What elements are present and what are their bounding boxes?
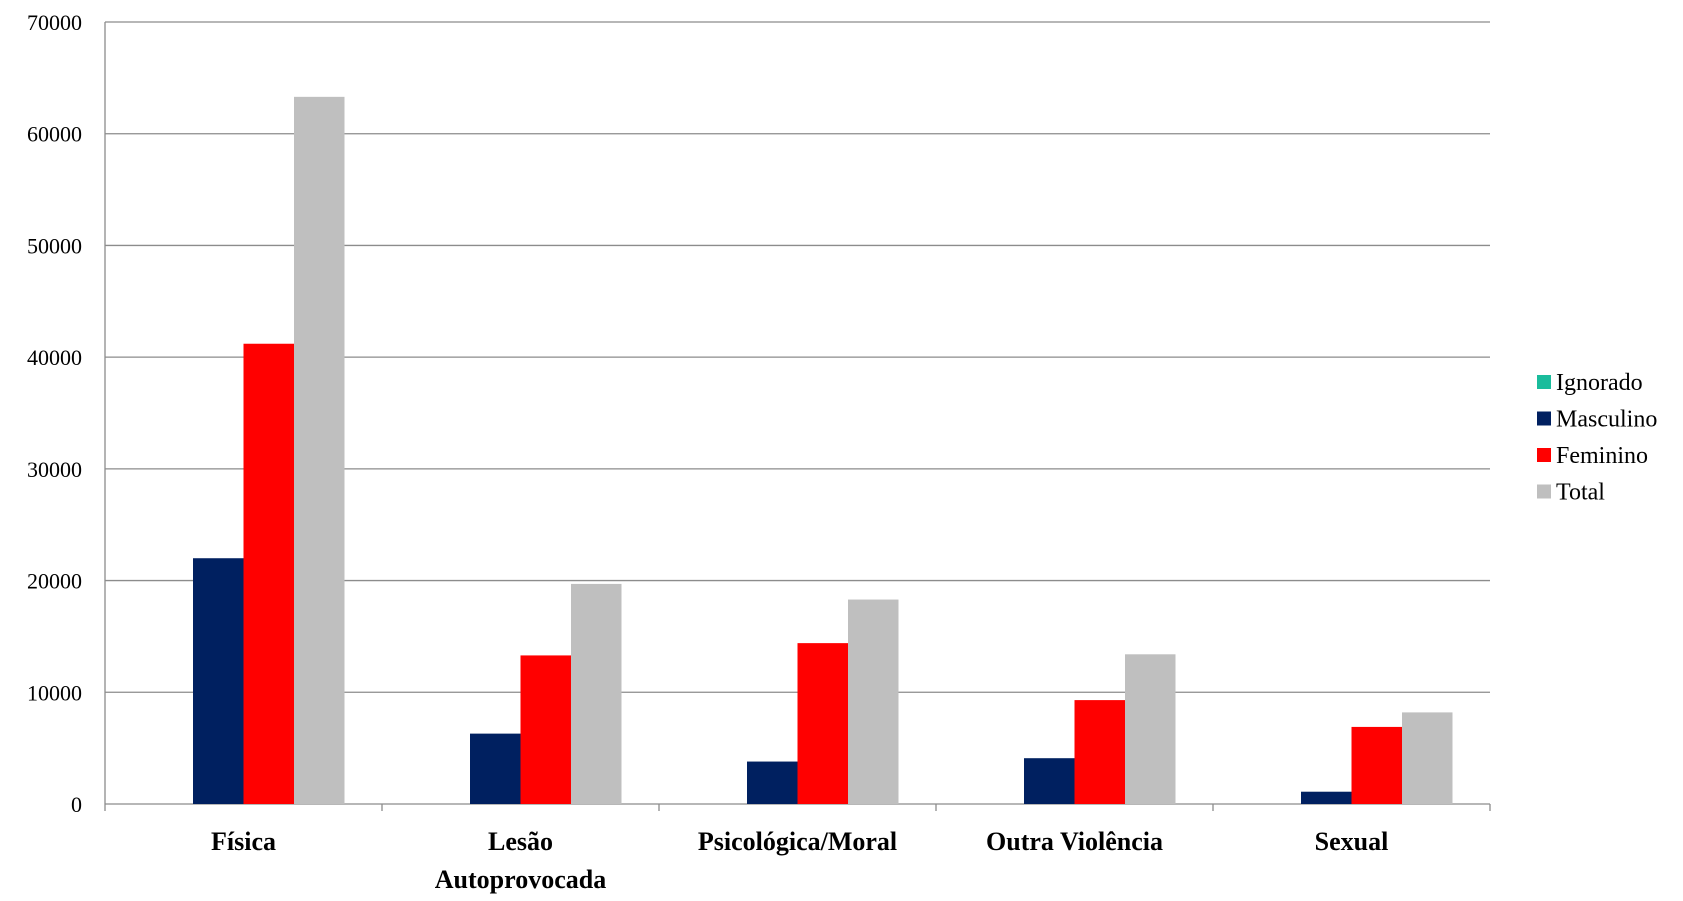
x-tick-label: Outra Violência [986,827,1163,856]
legend-label-ignorado: Ignorado [1556,370,1643,396]
y-tick-label: 0 [71,792,82,817]
bar-feminino-3 [1074,700,1125,804]
bar-feminino-1 [520,655,571,804]
y-tick-label: 40000 [27,345,82,370]
bar-feminino-2 [797,643,848,804]
legend-label-total: Total [1556,480,1605,506]
bar-masculino-1 [470,733,521,804]
bar-total-1 [571,583,622,804]
bar-masculino-0 [193,558,244,804]
bar-total-3 [1125,654,1176,804]
bar-total-4 [1402,712,1453,804]
y-axis-ticks: 0 10000 20000 30000 40000 50000 60000 70000 [27,10,82,817]
legend-swatch-total [1537,484,1551,499]
y-tick-label: 50000 [27,233,82,258]
legend-swatch-masculino [1537,411,1551,426]
bar-masculino-4 [1301,791,1352,804]
bar-masculino-3 [1024,758,1075,804]
legend-label-feminino: Feminino [1556,443,1648,469]
legend: Ignorado Masculino Feminino Total [1537,370,1657,506]
y-tick-label: 70000 [27,10,82,35]
y-tick-label: 10000 [27,680,82,705]
bar-total-2 [848,599,899,804]
y-tick-label: 30000 [27,457,82,482]
x-tick-label: Física [211,827,276,856]
legend-swatch-feminino [1537,448,1551,462]
x-axis-ticks: Física Lesão Autoprovocada Psicológica/Mora… [211,827,1388,894]
bar-feminino-0 [243,343,294,804]
bars [193,96,1453,804]
y-tick-label: 60000 [27,122,82,147]
y-tick-label: 20000 [27,569,82,594]
x-tick-label: Sexual [1315,827,1389,856]
legend-swatch-ignorado [1537,375,1551,389]
x-tick-label: Psicológica/Moral [698,827,897,856]
bar-masculino-2 [747,761,798,804]
x-tick-label: Lesão Autoprovocada [435,827,606,894]
bar-total-0 [294,96,345,804]
legend-label-masculino: Masculino [1556,407,1657,433]
bar-feminino-4 [1351,726,1402,804]
